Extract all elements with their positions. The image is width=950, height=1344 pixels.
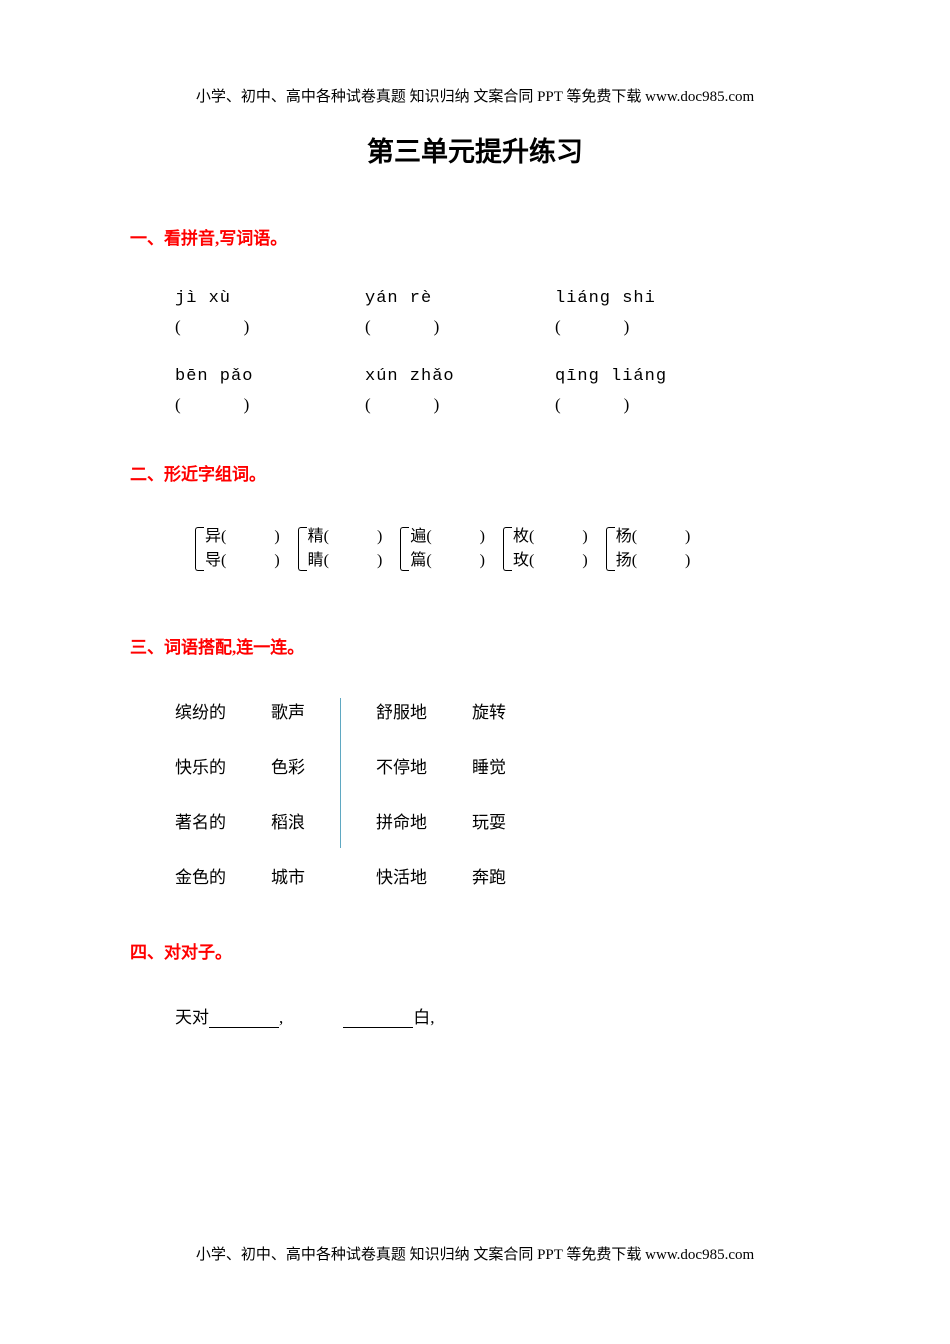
pinyin-text: liáng shi <box>555 289 745 308</box>
char-line: 玫( ) <box>513 549 588 573</box>
char-pair: 杨( ) 扬( ) <box>606 525 691 573</box>
match-word: 歌声 <box>271 698 305 723</box>
match-word: 不停地 <box>376 753 427 778</box>
answer-paren: ( ) <box>175 390 365 415</box>
similar-char-exercise: 异( ) 导( ) 精( ) 睛( ) 遍( ) 篇( ) 枚( ) 玫( ) … <box>195 525 820 573</box>
pinyin-item: bēn pǎo ( ) <box>175 367 365 415</box>
matching-exercise: 缤纷的 快乐的 著名的 金色的 歌声 色彩 稻浪 城市 舒服地 不停地 拼命地 … <box>175 698 820 888</box>
pinyin-item: xún zhǎo ( ) <box>365 367 555 415</box>
char-line: 遍( ) <box>410 525 485 549</box>
match-col: 缤纷的 快乐的 著名的 金色的 <box>175 698 226 888</box>
char-line: 杨( ) <box>616 525 691 549</box>
pinyin-text: qīng liáng <box>555 367 745 386</box>
couplet-part: 天对, <box>175 1003 283 1028</box>
match-col: 舒服地 不停地 拼命地 快活地 <box>376 698 427 888</box>
section-2-heading: 二、形近字组词。 <box>130 460 820 485</box>
match-word: 睡觉 <box>472 753 506 778</box>
section-3-heading: 三、词语搭配,连一连。 <box>130 633 820 658</box>
char-line: 篇( ) <box>410 549 485 573</box>
match-word: 快乐的 <box>175 753 226 778</box>
char-pair: 异( ) 导( ) <box>195 525 280 573</box>
page-title: 第三单元提升练习 <box>130 130 820 169</box>
pinyin-text: bēn pǎo <box>175 367 365 386</box>
char-line: 异( ) <box>205 525 280 549</box>
answer-paren: ( ) <box>175 312 365 337</box>
match-word: 舒服地 <box>376 698 427 723</box>
pinyin-row: jì xù ( ) yán rè ( ) liáng shi ( ) <box>175 289 820 337</box>
char-pair: 枚( ) 玫( ) <box>503 525 588 573</box>
char-pair: 精( ) 睛( ) <box>298 525 383 573</box>
pinyin-text: jì xù <box>175 289 365 308</box>
match-word: 色彩 <box>271 753 305 778</box>
char-line: 导( ) <box>205 549 280 573</box>
match-word: 旋转 <box>472 698 506 723</box>
match-word: 稻浪 <box>271 808 305 833</box>
group-divider <box>340 698 341 848</box>
match-word: 金色的 <box>175 863 226 888</box>
match-word: 缤纷的 <box>175 698 226 723</box>
match-word: 拼命地 <box>376 808 427 833</box>
fill-blank <box>343 1011 413 1028</box>
page-header: 小学、初中、高中各种试卷真题 知识归纳 文案合同 PPT 等免费下载 www.d… <box>0 85 950 106</box>
answer-paren: ( ) <box>555 390 745 415</box>
pinyin-exercise: jì xù ( ) yán rè ( ) liáng shi ( ) bēn p… <box>175 289 820 415</box>
section-1-heading: 一、看拼音,写词语。 <box>130 224 820 249</box>
page-footer: 小学、初中、高中各种试卷真题 知识归纳 文案合同 PPT 等免费下载 www.d… <box>0 1243 950 1264</box>
pinyin-item: jì xù ( ) <box>175 289 365 337</box>
match-group-left: 缤纷的 快乐的 著名的 金色的 歌声 色彩 稻浪 城市 <box>175 698 350 888</box>
couplet-exercise: 天对, 白, <box>175 1003 820 1028</box>
char-pair: 遍( ) 篇( ) <box>400 525 485 573</box>
match-group-right: 舒服地 不停地 拼命地 快活地 旋转 睡觉 玩耍 奔跑 <box>376 698 551 888</box>
pinyin-text: xún zhǎo <box>365 367 555 386</box>
char-line: 枚( ) <box>513 525 588 549</box>
char-line: 扬( ) <box>616 549 691 573</box>
answer-paren: ( ) <box>555 312 745 337</box>
pinyin-text: yán rè <box>365 289 555 308</box>
pinyin-item: yán rè ( ) <box>365 289 555 337</box>
couplet-row: 天对, 白, <box>175 1003 820 1028</box>
match-col: 歌声 色彩 稻浪 城市 <box>271 698 305 888</box>
char-line: 精( ) <box>308 525 383 549</box>
match-word: 著名的 <box>175 808 226 833</box>
couplet-part: 白, <box>343 1003 434 1028</box>
document-content: 第三单元提升练习 一、看拼音,写词语。 jì xù ( ) yán rè ( )… <box>0 0 950 1028</box>
match-word: 城市 <box>271 863 305 888</box>
couplet-text: 天对 <box>175 1008 209 1027</box>
answer-paren: ( ) <box>365 390 555 415</box>
match-col: 旋转 睡觉 玩耍 奔跑 <box>472 698 506 888</box>
fill-blank <box>209 1011 279 1028</box>
couplet-text: , <box>279 1008 283 1027</box>
pinyin-item: liáng shi ( ) <box>555 289 745 337</box>
answer-paren: ( ) <box>365 312 555 337</box>
section-4-heading: 四、对对子。 <box>130 938 820 963</box>
pinyin-item: qīng liáng ( ) <box>555 367 745 415</box>
char-line: 睛( ) <box>308 549 383 573</box>
match-word: 奔跑 <box>472 863 506 888</box>
pinyin-row: bēn pǎo ( ) xún zhǎo ( ) qīng liáng ( ) <box>175 367 820 415</box>
match-word: 快活地 <box>376 863 427 888</box>
match-word: 玩耍 <box>472 808 506 833</box>
couplet-text: 白, <box>413 1008 434 1027</box>
